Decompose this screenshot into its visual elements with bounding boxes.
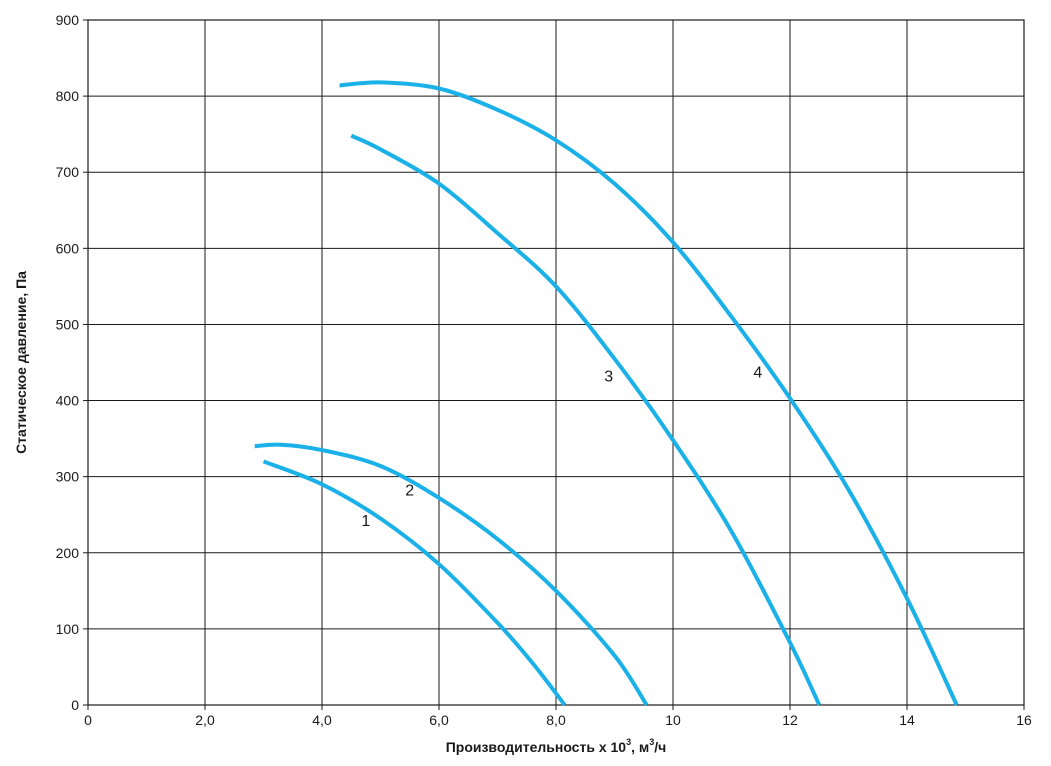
y-tick-label-8: 800: [56, 88, 80, 104]
x-tick-label-8: 16: [1016, 712, 1032, 728]
x-tick-label-4: 8,0: [546, 712, 566, 728]
y-tick-label-0: 0: [71, 697, 79, 713]
curve-label-4: 4: [753, 365, 762, 382]
x-tick-label-3: 6,0: [429, 712, 449, 728]
curve-labels: 1 2 3 4: [361, 365, 762, 530]
x-axis-title: Производительность х 103, м3/ч: [446, 737, 667, 755]
curve-3: [350, 133, 822, 706]
y-tick-label-3: 300: [56, 469, 80, 485]
x-axis-title-mid: , м: [631, 739, 649, 755]
grid-lines: [87, 19, 1025, 706]
x-tick-label-0: 0: [84, 712, 92, 728]
x-tick-label-2: 4,0: [312, 712, 332, 728]
y-tick-label-5: 500: [56, 316, 80, 332]
curve-2: [254, 442, 649, 707]
curve-label-2: 2: [405, 483, 414, 500]
curve-label-1: 1: [361, 513, 370, 530]
y-axis-ticks: 0 100 200 300 400 500 600 700 800 900: [56, 12, 88, 713]
curve-1: [262, 459, 567, 707]
y-tick-label-2: 200: [56, 545, 80, 561]
curve-label-3: 3: [604, 369, 613, 386]
x-tick-label-1: 2,0: [195, 712, 215, 728]
y-tick-label-1: 100: [56, 621, 80, 637]
x-axis-ticks: 0 2,0 4,0 6,0 8,0 10 12 14 16: [84, 705, 1032, 728]
x-axis-title-end: /ч: [654, 739, 666, 755]
y-axis-title: Статическое давление, Па: [13, 271, 29, 454]
x-tick-label-6: 12: [782, 712, 798, 728]
x-tick-label-5: 10: [665, 712, 681, 728]
y-tick-label-7: 700: [56, 164, 80, 180]
y-tick-label-6: 600: [56, 240, 80, 256]
x-axis-title-main: Производительность х 10: [446, 739, 627, 755]
curves: [254, 80, 959, 707]
x-axis-title-sup2: 3: [649, 737, 654, 747]
y-tick-label-4: 400: [56, 393, 80, 409]
x-tick-label-7: 14: [899, 712, 915, 728]
y-tick-label-9: 900: [56, 12, 80, 28]
curve-4: [339, 80, 959, 706]
x-axis-title-sup: 3: [626, 737, 631, 747]
